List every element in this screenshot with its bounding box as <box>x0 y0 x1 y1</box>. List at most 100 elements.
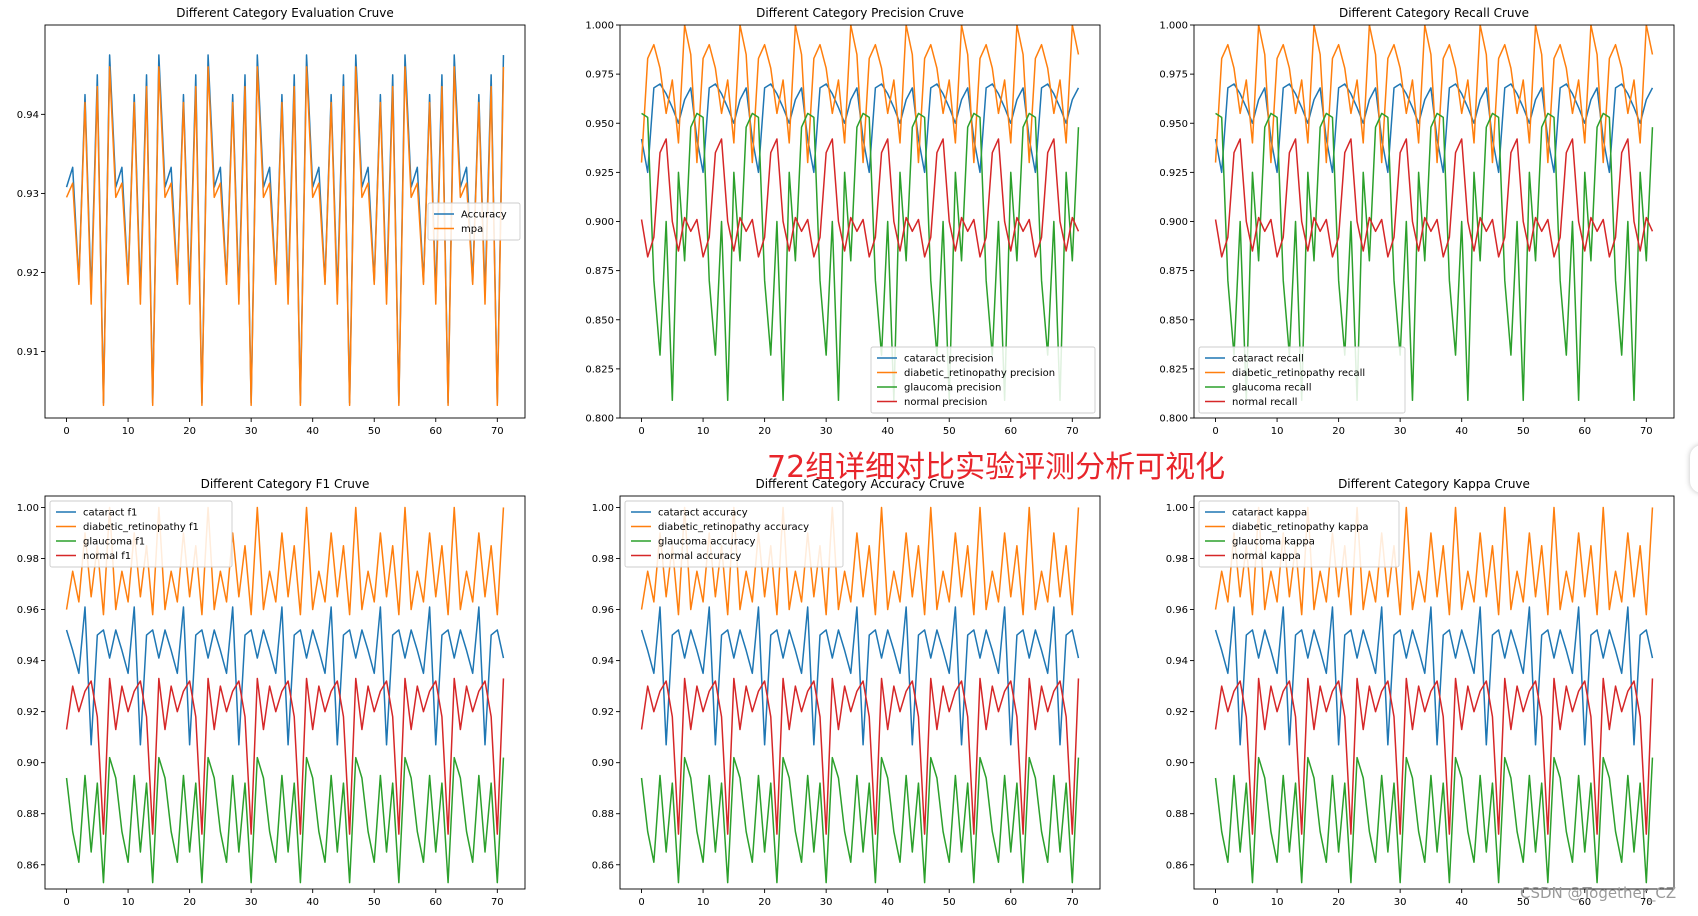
legend-label: normal f1 <box>83 551 131 562</box>
y-tick-label: 0.90 <box>1166 758 1188 769</box>
y-tick-label: 0.800 <box>585 414 614 425</box>
chart-panel-2: Different Category Precision Cruve 0 10 20 3… <box>585 6 1101 437</box>
chart-title: Different Category Kappa Cruve <box>1338 477 1530 491</box>
legend-label: glaucoma f1 <box>83 537 145 548</box>
y-tick-label: 0.825 <box>1159 364 1188 375</box>
legend-label: cataract kappa <box>1232 508 1307 519</box>
legend-label: cataract precision <box>904 354 994 365</box>
y-tick-label: 0.925 <box>1159 168 1188 179</box>
legend-label: cataract recall <box>1232 354 1304 365</box>
y-tick-label: 1.00 <box>592 503 614 514</box>
y-tick-label: 0.92 <box>1166 707 1188 718</box>
x-tick-label: 10 <box>697 897 710 908</box>
series-line-1 <box>65 606 505 746</box>
x-tick-label: 0 <box>1212 897 1218 908</box>
y-tick-label: 0.96 <box>1166 605 1188 616</box>
y-tick-label: 0.975 <box>1159 70 1188 81</box>
legend-label: diabetic_retinopathy kappa <box>1232 522 1369 533</box>
x-tick-label: 70 <box>1640 897 1653 908</box>
x-tick-label: 0 <box>63 426 69 437</box>
series-line-2 <box>65 506 505 616</box>
y-tick-label: 0.88 <box>592 809 614 820</box>
y-tick-label: 0.98 <box>592 554 614 565</box>
legend-label: cataract accuracy <box>658 508 748 519</box>
x-tick-label: 10 <box>1271 897 1284 908</box>
chart-title: Different Category F1 Cruve <box>201 477 370 491</box>
y-tick-label: 1.000 <box>585 21 614 32</box>
series-line-1 <box>640 606 1080 746</box>
legend-label: normal accuracy <box>658 551 741 562</box>
overlay-chinese-title: 72组详细对比实验评测分析可视化 <box>767 450 1226 485</box>
x-tick-label: 60 <box>429 897 442 908</box>
y-tick-label: 1.00 <box>1166 503 1188 514</box>
legend-label: glaucoma kappa <box>1232 537 1315 548</box>
x-tick-label: 20 <box>1332 426 1345 437</box>
x-tick-label: 60 <box>1578 897 1591 908</box>
legend-label: normal recall <box>1232 397 1297 408</box>
series-line-2 <box>640 25 1080 164</box>
x-tick-label: 30 <box>245 897 258 908</box>
plot-frame <box>1193 495 1675 890</box>
y-tick-label: 1.00 <box>17 503 39 514</box>
y-tick-label: 0.800 <box>1159 414 1188 425</box>
y-tick-label: 0.94 <box>1166 656 1188 667</box>
legend: cataract precision diabetic_retinopathy p… <box>870 346 1096 414</box>
y-tick-label: 0.94 <box>17 110 39 121</box>
series-line-2 <box>640 506 1080 616</box>
legend-label: diabetic_retinopathy recall <box>1232 368 1365 379</box>
x-tick-label: 30 <box>245 426 258 437</box>
x-tick-label: 30 <box>820 897 833 908</box>
y-tick-label: 0.850 <box>585 315 614 326</box>
legend-box <box>1198 346 1406 414</box>
series-line-4 <box>640 677 1080 835</box>
legend-label: glaucoma precision <box>904 383 1001 394</box>
y-tick-label: 0.96 <box>17 605 39 616</box>
x-tick-label: 70 <box>491 426 504 437</box>
series-line-1 <box>1214 606 1654 746</box>
x-tick-label: 70 <box>1066 897 1079 908</box>
series-line-4 <box>65 677 505 835</box>
series-line-3 <box>1215 112 1654 402</box>
y-tick-label: 0.92 <box>17 268 39 279</box>
x-tick-label: 60 <box>1004 426 1017 437</box>
side-scroll-tab[interactable] <box>1690 445 1698 493</box>
series-line-4 <box>640 138 1080 258</box>
csdn-watermark: CSDN @Together_CZ <box>1520 884 1677 902</box>
y-tick-label: 0.900 <box>1159 217 1188 228</box>
series-line-2 <box>1214 25 1654 164</box>
y-tick-label: 0.975 <box>585 70 614 81</box>
legend-label: mpa <box>461 224 483 235</box>
x-tick-label: 70 <box>1640 426 1653 437</box>
series-line-3 <box>65 756 505 884</box>
legend: cataract recall diabetic_retinopathy reca… <box>1198 346 1406 414</box>
y-tick-label: 0.875 <box>1159 266 1188 277</box>
legend-box <box>49 500 233 568</box>
y-tick-label: 0.92 <box>592 707 614 718</box>
legend-box <box>624 500 844 568</box>
x-tick-label: 60 <box>1578 426 1591 437</box>
y-tick-label: 0.88 <box>17 809 39 820</box>
x-tick-label: 20 <box>183 426 196 437</box>
x-tick-label: 40 <box>306 426 319 437</box>
legend-label: Accuracy <box>461 210 507 221</box>
y-tick-label: 0.950 <box>585 119 614 130</box>
legend-label: glaucoma recall <box>1232 383 1311 394</box>
y-tick-label: 0.875 <box>585 266 614 277</box>
legend-box <box>870 346 1096 414</box>
series-line-4 <box>1214 677 1654 835</box>
x-tick-label: 0 <box>63 897 69 908</box>
x-tick-label: 10 <box>122 897 135 908</box>
y-tick-label: 0.850 <box>1159 315 1188 326</box>
series-line-3 <box>640 756 1080 884</box>
y-tick-label: 0.92 <box>17 707 39 718</box>
y-tick-label: 0.98 <box>17 554 39 565</box>
legend-label: diabetic_retinopathy f1 <box>83 522 199 533</box>
x-tick-label: 50 <box>1517 426 1530 437</box>
series-line-2 <box>65 66 505 407</box>
legend-label: normal precision <box>904 397 987 408</box>
y-tick-label: 0.900 <box>585 217 614 228</box>
y-tick-label: 0.93 <box>17 189 39 200</box>
chart-title: Different Category Accuracy Cruve <box>755 477 964 491</box>
x-tick-label: 50 <box>1517 897 1530 908</box>
